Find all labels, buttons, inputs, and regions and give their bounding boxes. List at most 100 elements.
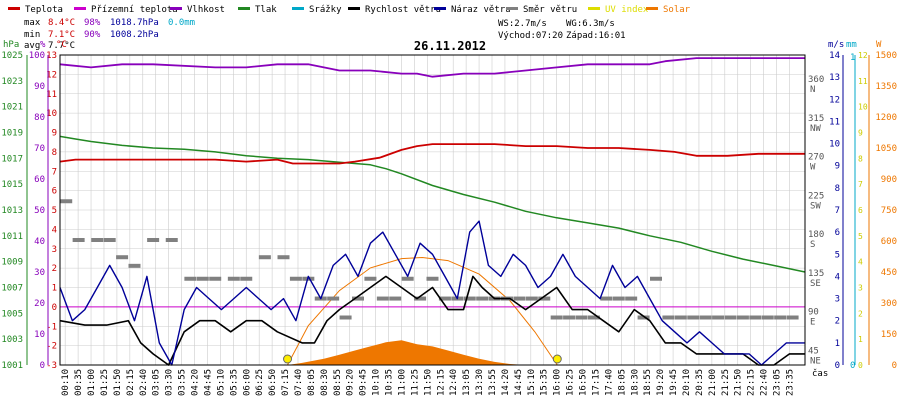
right-axes: 45NE90E135SE180S225SW270W315NW360Nm/s012… — [808, 40, 897, 371]
legend-label-humidity: Vlhkost — [187, 5, 225, 15]
x-tick-label: 01:50 — [113, 369, 123, 396]
tick-winddir-deg: 225 — [808, 191, 824, 201]
stats-block: max 8.4°C 98% 1018.7hPa 0.0mm min 7.1°C … — [24, 18, 195, 51]
tick-celsius: 1 — [52, 284, 57, 294]
axis-hpa-title: hPa — [3, 40, 19, 50]
x-tick-label: 01:25 — [100, 369, 110, 396]
wind-direction-mark — [736, 315, 749, 320]
plot-frame — [59, 54, 806, 366]
x-tick-label: 19:45 — [669, 369, 679, 396]
wind-direction-mark — [550, 315, 563, 320]
legend-swatch-humidity — [170, 7, 182, 10]
wind-direction-mark — [749, 315, 762, 320]
x-tick-label: 01:00 — [87, 369, 97, 396]
wind-direction-mark — [699, 315, 712, 320]
x-tick-label: 14:45 — [514, 369, 524, 396]
x-tick-label: 05:35 — [229, 369, 239, 396]
tick-ms: 12 — [829, 95, 840, 105]
solar-area — [287, 340, 526, 365]
tick-ms: 0 — [835, 361, 840, 371]
axis-mm-title: mm — [846, 40, 857, 50]
tick-ms: 1 — [835, 339, 840, 349]
wind-direction-mark — [774, 315, 787, 320]
tick-ms: 10 — [829, 140, 840, 150]
tick-uv: 6 — [858, 206, 863, 215]
tick-hpa: 1011 — [1, 232, 23, 242]
x-tick-label: 22:40 — [760, 369, 770, 396]
legend-label-pressure: Tlak — [255, 5, 277, 15]
wind-direction-mark — [687, 315, 700, 320]
wind-direction-mark — [612, 296, 625, 301]
tick-ms: 13 — [829, 73, 840, 83]
wind-direction-mark — [662, 315, 675, 320]
x-tick-label: 16:25 — [566, 369, 576, 396]
tick-uv: 7 — [858, 180, 863, 189]
wind-direction-mark — [786, 315, 799, 320]
tick-winddir-dir: E — [810, 318, 815, 328]
x-tick-label: 06:00 — [242, 369, 252, 396]
x-tick-label: 14:20 — [501, 369, 511, 396]
tick-uv: 9 — [858, 129, 863, 138]
tick-percent: 20 — [34, 299, 45, 309]
legend-label-temperature: Teplota — [25, 5, 63, 15]
tick-celsius: 11 — [46, 90, 57, 100]
wind-direction-mark — [128, 263, 141, 268]
x-tick-label: 02:40 — [139, 369, 149, 396]
wind-direction-mark — [724, 315, 737, 320]
tick-uv: 5 — [858, 232, 863, 241]
x-tick-label: 09:45 — [359, 369, 369, 396]
x-tick-label: 03:05 — [152, 369, 162, 396]
tick-ms: 4 — [835, 272, 840, 282]
x-tick-label: 18:05 — [617, 369, 627, 396]
wind-direction-mark — [339, 315, 352, 320]
tick-ms: 6 — [835, 228, 840, 238]
tick-watt: 1500 — [875, 51, 897, 61]
tick-winddir-dir: NW — [810, 124, 821, 134]
x-tick-label: 05:10 — [216, 369, 226, 396]
legend-swatch-wind_direction — [506, 7, 518, 10]
x-tick-label: 11:50 — [423, 369, 433, 396]
x-tick-label: 00:10 — [61, 369, 71, 396]
tick-percent: 80 — [34, 113, 45, 123]
tick-uv: 4 — [858, 258, 863, 267]
stats-max-label: max — [24, 18, 41, 28]
stats-avg-label: avg — [24, 41, 40, 51]
tick-winddir-deg: 90 — [808, 308, 819, 318]
tick-hpa: 1015 — [1, 180, 23, 190]
tick-watt: 750 — [881, 206, 897, 216]
tick-watt: 0 — [892, 361, 897, 371]
tick-celsius: 12 — [46, 70, 57, 80]
tick-uv: 0 — [858, 361, 863, 370]
x-tick-label: 06:25 — [255, 369, 265, 396]
sun-markers — [283, 354, 562, 364]
x-tick-label: 18:55 — [643, 369, 653, 396]
tick-percent: 0 — [40, 361, 45, 371]
x-tick-label: 17:15 — [591, 369, 601, 396]
tick-winddir-dir: W — [810, 163, 816, 173]
tick-winddir-dir: N — [810, 85, 815, 95]
x-tick-label: 08:30 — [320, 369, 330, 396]
wind-direction-mark — [277, 255, 290, 260]
tick-watt: 300 — [881, 299, 897, 309]
x-tick-label: 23:05 — [773, 369, 783, 396]
tick-ms: 7 — [835, 206, 840, 216]
tick-celsius: 5 — [52, 206, 57, 216]
wind-direction-mark — [712, 315, 725, 320]
tick-hpa: 1003 — [1, 335, 23, 345]
tick-celsius: 9 — [52, 129, 57, 139]
tick-uv: 8 — [858, 154, 863, 163]
wind-direction-mark — [525, 296, 538, 301]
tick-ms: 8 — [835, 184, 840, 194]
legend-swatch-wind_gust — [434, 7, 446, 10]
tick-uv: 2 — [858, 309, 863, 318]
series-lines — [59, 57, 806, 366]
legend-label-wind_speed: Rychlost větru — [365, 5, 441, 15]
series-line-humidity — [59, 57, 805, 78]
x-tick-label: 22:15 — [747, 369, 757, 396]
tick-percent: 90 — [34, 82, 45, 92]
tick-winddir-deg: 360 — [808, 75, 824, 85]
tick-watt: 900 — [881, 175, 897, 185]
tick-hpa: 1021 — [1, 103, 23, 113]
